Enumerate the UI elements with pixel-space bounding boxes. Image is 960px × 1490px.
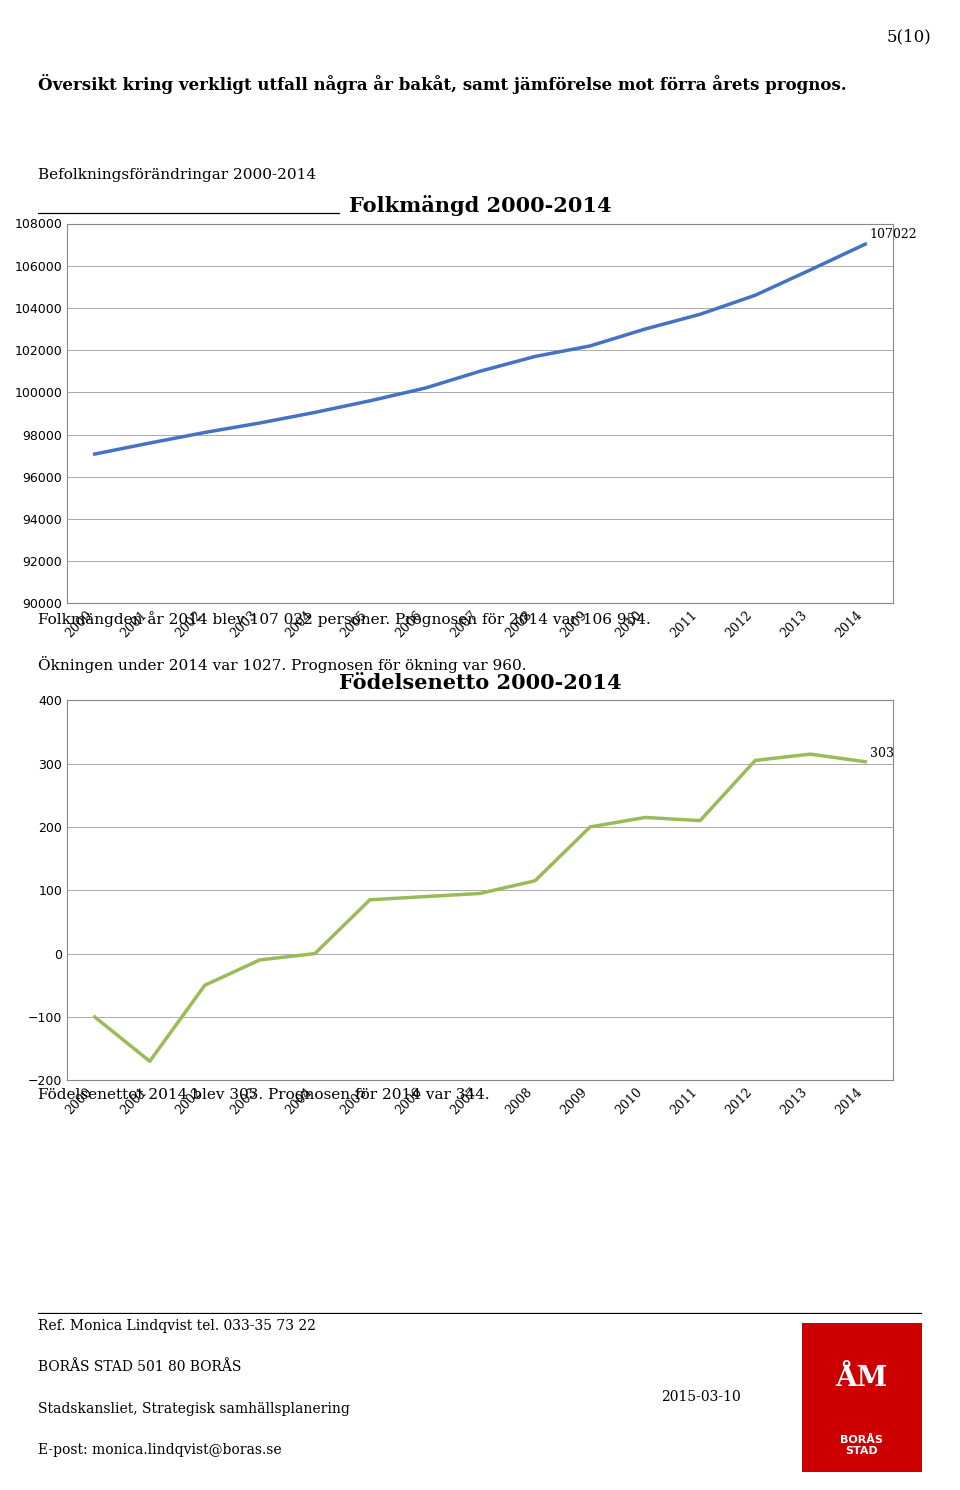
Text: BORÅS STAD 501 80 BORÅS: BORÅS STAD 501 80 BORÅS [38,1360,242,1374]
Text: Födelsenettot 2014 blev 303. Prognosen för 2014 var 344.: Födelsenettot 2014 blev 303. Prognosen f… [38,1088,490,1101]
Text: 2015-03-10: 2015-03-10 [660,1390,741,1404]
Text: 303: 303 [870,746,894,760]
Text: Befolkningsförändringar 2000-2014: Befolkningsförändringar 2000-2014 [38,168,317,182]
Title: Födelsenetto 2000-2014: Födelsenetto 2000-2014 [339,673,621,693]
Text: Folkmängden år 2014 blev 107 022 personer. Prognosen för 2014 var 106 954.: Folkmängden år 2014 blev 107 022 persone… [38,611,651,627]
Title: Folkmängd 2000-2014: Folkmängd 2000-2014 [348,195,612,216]
Text: ÅM: ÅM [835,1365,888,1392]
Text: 107022: 107022 [870,228,918,241]
Text: 5(10): 5(10) [886,28,931,46]
Text: E-post: monica.lindqvist@boras.se: E-post: monica.lindqvist@boras.se [38,1442,282,1457]
Text: Översikt kring verkligt utfall några år bakåt, samt jämförelse mot förra årets p: Översikt kring verkligt utfall några år … [38,74,847,94]
Text: Stadskansliet, Strategisk samhällsplanering: Stadskansliet, Strategisk samhällsplaner… [38,1402,350,1416]
Text: BORÅS
STAD: BORÅS STAD [840,1435,883,1456]
Text: Ref. Monica Lindqvist tel. 033-35 73 22: Ref. Monica Lindqvist tel. 033-35 73 22 [38,1319,316,1332]
Text: Ökningen under 2014 var 1027. Prognosen för ökning var 960.: Ökningen under 2014 var 1027. Prognosen … [38,656,527,673]
